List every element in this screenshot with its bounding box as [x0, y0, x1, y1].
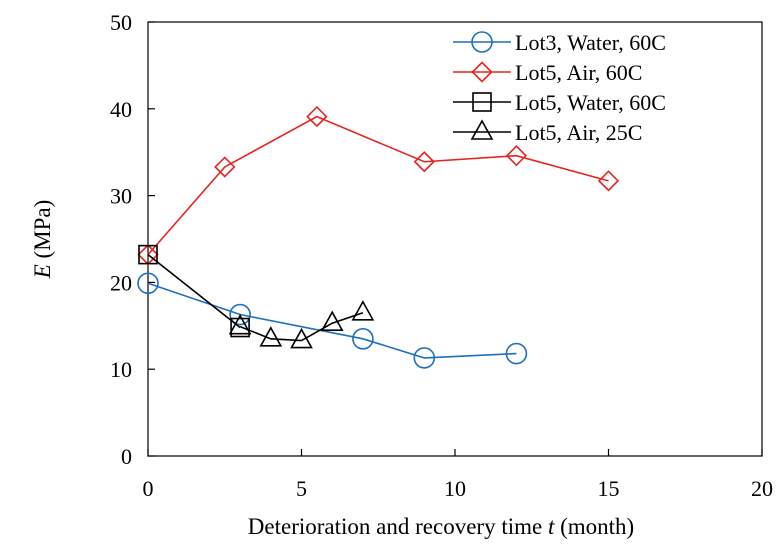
x-tick-label: 5	[296, 476, 307, 501]
legend-label: Lot3, Water, 60C	[515, 30, 666, 55]
legend-marker	[471, 61, 493, 83]
data-point	[306, 105, 328, 128]
x-axis-title-unit: (month)	[554, 514, 634, 539]
y-axis: 0 10 20 30 40 50	[110, 10, 155, 469]
legend-marker	[470, 119, 494, 140]
legend-label: Lot5, Air, 25C	[515, 120, 642, 145]
data-point	[259, 326, 283, 347]
series-4	[228, 300, 375, 349]
x-tick-label: 0	[143, 476, 154, 501]
data-point	[351, 300, 375, 321]
x-tick-label: 15	[598, 476, 620, 501]
data-point	[413, 151, 435, 173]
data-point	[413, 347, 436, 369]
x-axis-title: Deterioration and recovery time t (month…	[248, 514, 634, 539]
y-tick-label: 10	[110, 357, 132, 382]
x-axis: 0 5 10 15 20	[143, 449, 773, 501]
legend-label: Lot5, Water, 60C	[515, 90, 666, 115]
y-tick-label: 20	[110, 270, 132, 295]
data-point	[214, 156, 236, 178]
data-point	[230, 317, 250, 338]
y-axis-title-unit: (MPa)	[30, 200, 55, 265]
data-point	[597, 170, 620, 192]
data-point	[505, 342, 528, 365]
data-point	[290, 327, 313, 349]
series-line	[147, 253, 241, 329]
data-point	[352, 328, 374, 350]
plot-area	[147, 21, 763, 457]
y-tick-label: 30	[110, 184, 132, 209]
y-tick-label: 50	[110, 10, 132, 35]
x-tick-label: 10	[444, 476, 466, 501]
legend-label: Lot5, Air, 60C	[515, 60, 642, 85]
data-point	[320, 310, 344, 331]
legend-marker	[472, 92, 492, 112]
y-axis-title-variable: E	[30, 264, 55, 279]
series-line	[147, 115, 609, 256]
legend-item: Lot3, Water, 60C	[453, 30, 666, 55]
data-point	[229, 303, 251, 326]
series-layer	[137, 105, 620, 369]
data-point	[505, 145, 528, 167]
legend: Lot3, Water, 60C Lot5, Air, 60C Lot5, Wate…	[453, 30, 666, 145]
x-axis-title-prefix: Deterioration and recovery time	[248, 514, 548, 539]
series-line	[239, 312, 364, 342]
y-tick-label: 40	[110, 97, 132, 122]
series-3	[138, 244, 250, 338]
legend-item: Lot5, Water, 60C	[453, 90, 666, 115]
data-point	[228, 314, 252, 335]
legend-item: Lot5, Air, 25C	[453, 119, 642, 145]
y-axis-title: E (MPa)	[30, 200, 55, 280]
data-point	[137, 272, 159, 295]
data-point	[138, 244, 158, 265]
legend-item: Lot5, Air, 60C	[453, 60, 642, 85]
legend-marker	[471, 31, 493, 53]
y-tick-label: 0	[121, 444, 132, 469]
x-axis-title-variable: t	[548, 514, 555, 539]
x-tick-label: 20	[751, 476, 773, 501]
